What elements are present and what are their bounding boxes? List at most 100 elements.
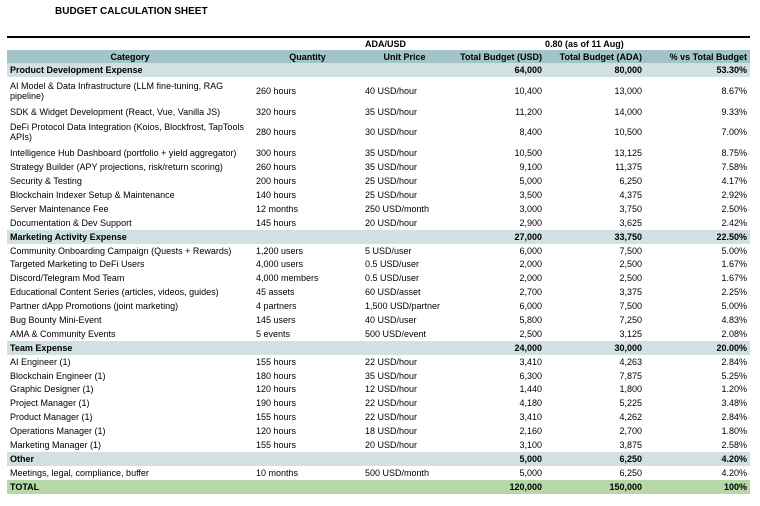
- item-pct: 1.67%: [721, 259, 748, 270]
- item-total-usd: 2,900: [519, 217, 542, 228]
- item-pct: 2.50%: [721, 203, 748, 214]
- empty-cell: [253, 451, 362, 466]
- section-total-usd: 24,000: [447, 340, 545, 355]
- item-pct: 2.92%: [721, 189, 748, 200]
- table-row: Blockchain Engineer (1) 180 hours 35 USD/h…: [7, 369, 750, 383]
- item-category: AI Engineer (1): [10, 356, 71, 367]
- item-unit-price: 22 USD/hour: [365, 412, 418, 423]
- section-name: Product Development Expense: [7, 63, 253, 77]
- item-category: AI Model & Data Infrastructure (LLM fine…: [10, 80, 224, 101]
- item-total-usd: 3,000: [519, 203, 542, 214]
- header-total-usd: Total Budget (USD): [447, 50, 545, 63]
- section-total-ada: 80,000: [545, 63, 645, 77]
- item-unit-price: 60 USD/asset: [365, 287, 421, 298]
- item-quantity: 280 hours: [256, 127, 297, 138]
- empty-cell: [253, 479, 362, 494]
- item-quantity: 5 events: [256, 328, 291, 339]
- section-row: Other 5,000 6,250 4.20%: [7, 451, 751, 466]
- header-unit-price: Unit Price: [362, 50, 447, 63]
- item-unit-price: 30 USD/hour: [365, 127, 418, 138]
- item-quantity: 320 hours: [256, 106, 297, 117]
- empty-cell: [253, 229, 362, 244]
- item-pct: 8.75%: [721, 148, 748, 159]
- table-row: Project Manager (1) 190 hours 22 USD/hour 4…: [7, 396, 750, 410]
- item-total-ada: 13,125: [614, 148, 642, 159]
- item-unit-price: 0.5 USD/user: [365, 273, 420, 284]
- item-total-usd: 5,800: [519, 315, 542, 325]
- item-total-ada: 2,700: [619, 426, 642, 437]
- total-usd: 120,000: [447, 479, 545, 494]
- item-quantity: 155 hours: [256, 440, 297, 451]
- item-pct: 1.67%: [721, 273, 748, 284]
- item-pct: 2.25%: [721, 287, 748, 298]
- item-pct: 7.58%: [721, 162, 748, 173]
- table-row: Community Onboarding Campaign (Quests + …: [7, 244, 750, 258]
- item-category: Server Maintenance Fee: [10, 203, 109, 214]
- item-unit-price: 22 USD/hour: [365, 398, 418, 409]
- item-quantity: 260 hours: [256, 85, 297, 96]
- item-unit-price: 12 USD/hour: [365, 384, 418, 395]
- item-pct: 5.00%: [721, 301, 748, 312]
- item-total-ada: 7,875: [619, 370, 642, 381]
- table-row: AI Engineer (1) 155 hours 22 USD/hour 3,410…: [7, 355, 750, 369]
- item-quantity: 145 users: [256, 315, 296, 325]
- item-category: Operations Manager (1): [10, 426, 106, 437]
- table-row: Meetings, legal, compliance, buffer 10 mo…: [7, 466, 750, 480]
- item-total-ada: 14,000: [614, 106, 642, 117]
- item-category: Product Manager (1): [10, 412, 93, 423]
- item-total-usd: 5,000: [519, 176, 542, 187]
- table-row: Documentation & Dev Support 145 hours 20 U…: [7, 216, 750, 230]
- item-quantity: 120 hours: [256, 384, 297, 395]
- item-total-usd: 1,440: [519, 384, 542, 395]
- item-pct: 2.58%: [721, 440, 748, 451]
- rate-note: (as of 11 Aug): [565, 39, 624, 49]
- section-row: Marketing Activity Expense 27,000 33,750 22…: [7, 229, 751, 244]
- item-total-ada: 4,375: [619, 189, 642, 200]
- rate-value: 0.80: [545, 39, 563, 49]
- item-quantity: 12 months: [256, 203, 299, 214]
- item-category: Blockchain Engineer (1): [10, 370, 106, 381]
- item-unit-price: 35 USD/hour: [365, 148, 418, 159]
- table-row: Server Maintenance Fee 12 months 250 USD/m…: [7, 202, 750, 216]
- item-total-ada: 11,375: [615, 162, 642, 173]
- item-pct: 4.83%: [721, 315, 748, 325]
- item-quantity: 155 hours: [256, 412, 297, 423]
- item-quantity: 180 hours: [256, 370, 297, 381]
- table-row: DeFi Protocol Data Integration (Koios, B…: [7, 119, 750, 147]
- item-total-ada: 3,875: [619, 440, 642, 451]
- table-row: Operations Manager (1) 120 hours 18 USD/ho…: [7, 424, 750, 438]
- item-quantity: 190 hours: [256, 398, 297, 409]
- table-row: Security & Testing 200 hours 25 USD/hour 5,…: [7, 174, 750, 188]
- section-name: Team Expense: [7, 340, 253, 355]
- section-total-ada: 6,250: [545, 451, 645, 466]
- item-category: Strategy Builder (APY projections, risk/…: [10, 162, 223, 173]
- item-unit-price: 25 USD/hour: [365, 189, 418, 200]
- header-total-ada: Total Budget (ADA): [545, 50, 645, 63]
- empty-cell: [362, 63, 447, 77]
- item-category: Bug Bounty Mini-Event: [10, 315, 102, 325]
- exchange-rate-row: ADA/USD 0.80 (as of 11 Aug): [7, 38, 750, 50]
- empty-cell: [362, 340, 447, 355]
- table-row: Educational Content Series (articles, vi…: [7, 285, 750, 299]
- table-row: Targeted Marketing to DeFi Users 4,000 us…: [7, 258, 750, 272]
- item-unit-price: 22 USD/hour: [365, 356, 418, 367]
- item-total-ada: 2,500: [619, 259, 642, 270]
- table-row: Discord/Telegram Mod Team 4,000 members 0.…: [7, 271, 750, 285]
- item-quantity: 300 hours: [256, 148, 297, 159]
- item-total-usd: 2,160: [519, 426, 542, 437]
- item-total-usd: 6,300: [519, 370, 542, 381]
- item-quantity: 145 hours: [256, 217, 297, 228]
- item-quantity: 45 assets: [256, 287, 295, 298]
- item-category: Graphic Designer (1): [10, 384, 94, 395]
- item-category: Security & Testing: [10, 176, 82, 187]
- item-quantity: 155 hours: [256, 356, 297, 367]
- item-category: Marketing Manager (1): [10, 440, 102, 451]
- item-quantity: 1,200 users: [256, 245, 304, 256]
- table-row: Strategy Builder (APY projections, risk/…: [7, 160, 750, 174]
- item-unit-price: 20 USD/hour: [365, 217, 418, 228]
- item-total-usd: 3,410: [519, 412, 542, 423]
- item-pct: 2.42%: [721, 217, 748, 228]
- empty-cell: [362, 479, 447, 494]
- item-pct: 2.08%: [721, 328, 748, 339]
- total-ada: 150,000: [545, 479, 645, 494]
